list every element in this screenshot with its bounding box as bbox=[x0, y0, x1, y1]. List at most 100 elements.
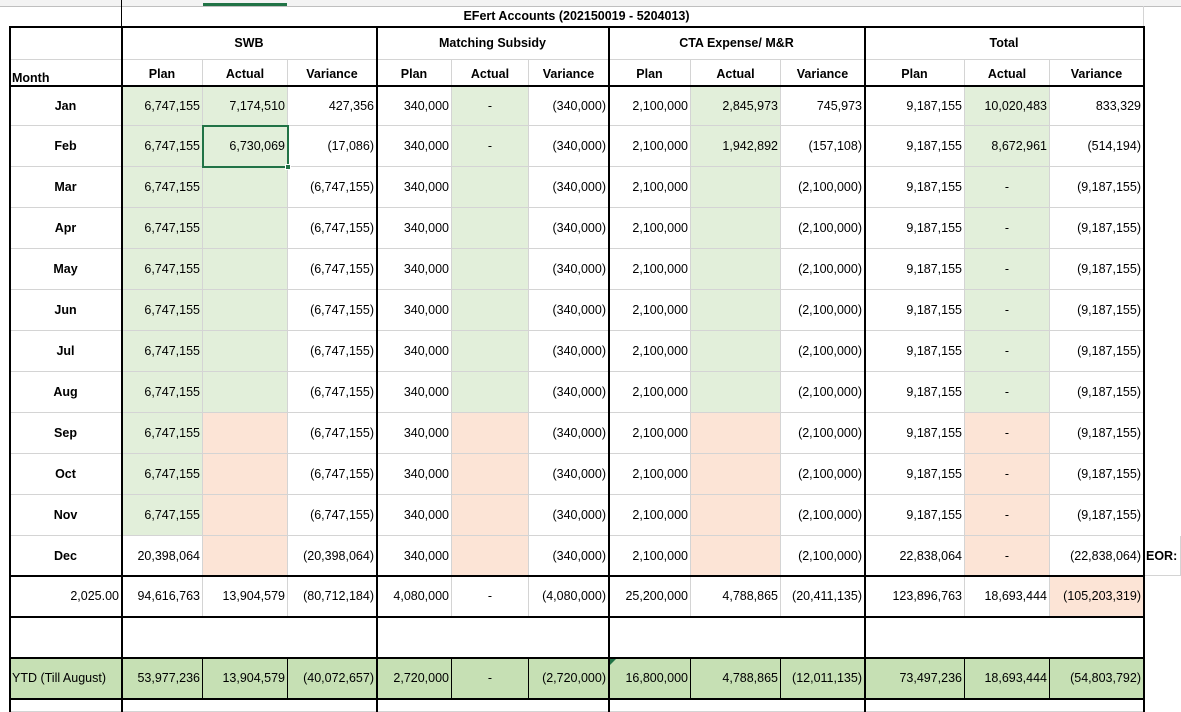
cell-mar-cta-expense-plan[interactable]: 2,100,000 bbox=[609, 167, 691, 208]
cell-feb-total-plan[interactable]: 9,187,155 bbox=[865, 126, 965, 167]
ytd-total-actual[interactable]: 18,693,444 bbox=[965, 658, 1050, 699]
month-label-jul[interactable]: Jul bbox=[10, 331, 122, 372]
month-header[interactable]: Month bbox=[10, 60, 122, 86]
cell-nov-matching-subsidy-plan[interactable]: 340,000 bbox=[377, 495, 452, 536]
cell-jan-swb-plan[interactable]: 6,747,155 bbox=[122, 86, 203, 126]
month-label-oct[interactable]: Oct bbox=[10, 454, 122, 495]
cell-jan-swb-actual[interactable]: 7,174,510 bbox=[203, 86, 288, 126]
cell-sep-matching-subsidy-plan[interactable]: 340,000 bbox=[377, 413, 452, 454]
header-matching-subsidy-variance[interactable]: Variance bbox=[529, 60, 609, 86]
cell-oct-cta-expense-actual[interactable] bbox=[691, 454, 781, 495]
cell-dec-matching-subsidy-plan[interactable]: 340,000 bbox=[377, 536, 452, 576]
cell-feb-matching-subsidy-plan[interactable]: 340,000 bbox=[377, 126, 452, 167]
total-total-actual[interactable]: 18,693,444 bbox=[965, 576, 1050, 617]
ytd-swb-variance[interactable]: (40,072,657) bbox=[288, 658, 377, 699]
cell-apr-swb-variance[interactable]: (6,747,155) bbox=[288, 208, 377, 249]
total-total-plan[interactable]: 123,896,763 bbox=[865, 576, 965, 617]
cell-feb-cta-expense-variance[interactable]: (157,108) bbox=[781, 126, 865, 167]
cell-oct-swb-actual[interactable] bbox=[203, 454, 288, 495]
cell-jul-matching-subsidy-actual[interactable] bbox=[452, 331, 529, 372]
cell-feb-matching-subsidy-variance[interactable]: (340,000) bbox=[529, 126, 609, 167]
header-total-plan[interactable]: Plan bbox=[865, 60, 965, 86]
cell-sep-swb-actual[interactable] bbox=[203, 413, 288, 454]
cell-sep-matching-subsidy-actual[interactable] bbox=[452, 413, 529, 454]
group-header-swb[interactable]: SWB bbox=[122, 27, 377, 60]
month-label-may[interactable]: May bbox=[10, 249, 122, 290]
cell-dec-cta-expense-variance[interactable]: (2,100,000) bbox=[781, 536, 865, 576]
cell-may-matching-subsidy-plan[interactable]: 340,000 bbox=[377, 249, 452, 290]
cell-oct-total-variance[interactable]: (9,187,155) bbox=[1050, 454, 1144, 495]
blank-cell[interactable] bbox=[10, 27, 122, 60]
cell-mar-cta-expense-variance[interactable]: (2,100,000) bbox=[781, 167, 865, 208]
cell-aug-cta-expense-actual[interactable] bbox=[691, 372, 781, 413]
ytd-matching-subsidy-actual[interactable]: - bbox=[452, 658, 529, 699]
cell-jul-total-plan[interactable]: 9,187,155 bbox=[865, 331, 965, 372]
cell-jun-total-actual[interactable]: - bbox=[965, 290, 1050, 331]
header-swb-variance[interactable]: Variance bbox=[288, 60, 377, 86]
group-header-total[interactable]: Total bbox=[865, 27, 1144, 60]
fill-handle[interactable] bbox=[285, 164, 291, 170]
cell-sep-cta-expense-actual[interactable] bbox=[691, 413, 781, 454]
cell-jul-swb-actual[interactable] bbox=[203, 331, 288, 372]
cell-dec-swb-actual[interactable] bbox=[203, 536, 288, 576]
cell-mar-matching-subsidy-actual[interactable] bbox=[452, 167, 529, 208]
cell-feb-total-actual[interactable]: 8,672,961 bbox=[965, 126, 1050, 167]
cell-jun-matching-subsidy-variance[interactable]: (340,000) bbox=[529, 290, 609, 331]
total-cta-expense-variance[interactable]: (20,411,135) bbox=[781, 576, 865, 617]
cell-nov-total-actual[interactable]: - bbox=[965, 495, 1050, 536]
cell-mar-swb-actual[interactable] bbox=[203, 167, 288, 208]
cell-jun-matching-subsidy-plan[interactable]: 340,000 bbox=[377, 290, 452, 331]
month-label-apr[interactable]: Apr bbox=[10, 208, 122, 249]
month-label-jun[interactable]: Jun bbox=[10, 290, 122, 331]
blank-cell[interactable] bbox=[377, 617, 609, 658]
cell-jul-matching-subsidy-variance[interactable]: (340,000) bbox=[529, 331, 609, 372]
cell-jun-swb-variance[interactable]: (6,747,155) bbox=[288, 290, 377, 331]
cell-may-matching-subsidy-actual[interactable] bbox=[452, 249, 529, 290]
cell-aug-swb-plan[interactable]: 6,747,155 bbox=[122, 372, 203, 413]
cell-feb-total-variance[interactable]: (514,194) bbox=[1050, 126, 1144, 167]
month-label-jan[interactable]: Jan bbox=[10, 86, 122, 126]
ytd-matching-subsidy-plan[interactable]: 2,720,000 bbox=[377, 658, 452, 699]
cell-jan-matching-subsidy-actual[interactable]: - bbox=[452, 86, 529, 126]
total-cta-expense-plan[interactable]: 25,200,000 bbox=[609, 576, 691, 617]
cell-sep-total-variance[interactable]: (9,187,155) bbox=[1050, 413, 1144, 454]
cell-nov-cta-expense-actual[interactable] bbox=[691, 495, 781, 536]
cell-mar-total-variance[interactable]: (9,187,155) bbox=[1050, 167, 1144, 208]
cell-aug-matching-subsidy-plan[interactable]: 340,000 bbox=[377, 372, 452, 413]
group-header-matching-subsidy[interactable]: Matching Subsidy bbox=[377, 27, 609, 60]
cell-mar-swb-variance[interactable]: (6,747,155) bbox=[288, 167, 377, 208]
cell-may-total-actual[interactable]: - bbox=[965, 249, 1050, 290]
cell-jun-cta-expense-variance[interactable]: (2,100,000) bbox=[781, 290, 865, 331]
cell-may-total-variance[interactable]: (9,187,155) bbox=[1050, 249, 1144, 290]
ytd-cta-expense-actual[interactable]: 4,788,865 bbox=[691, 658, 781, 699]
cell-apr-swb-plan[interactable]: 6,747,155 bbox=[122, 208, 203, 249]
month-label-mar[interactable]: Mar bbox=[10, 167, 122, 208]
cell-feb-matching-subsidy-actual[interactable]: - bbox=[452, 126, 529, 167]
total-matching-subsidy-plan[interactable]: 4,080,000 bbox=[377, 576, 452, 617]
cell-jan-cta-expense-variance[interactable]: 745,973 bbox=[781, 86, 865, 126]
cell-nov-matching-subsidy-variance[interactable]: (340,000) bbox=[529, 495, 609, 536]
cell-nov-matching-subsidy-actual[interactable] bbox=[452, 495, 529, 536]
total-row-label[interactable]: 2,025.00 bbox=[10, 576, 122, 617]
cell-aug-matching-subsidy-variance[interactable]: (340,000) bbox=[529, 372, 609, 413]
cell-sep-cta-expense-variance[interactable]: (2,100,000) bbox=[781, 413, 865, 454]
blank-cell[interactable] bbox=[609, 617, 865, 658]
cell-dec-total-variance[interactable]: (22,838,064) bbox=[1050, 536, 1144, 576]
column-header-strip[interactable] bbox=[0, 0, 1181, 7]
cell-may-matching-subsidy-variance[interactable]: (340,000) bbox=[529, 249, 609, 290]
cell-dec-total-actual[interactable]: - bbox=[965, 536, 1050, 576]
cell-may-total-plan[interactable]: 9,187,155 bbox=[865, 249, 965, 290]
total-cta-expense-actual[interactable]: 4,788,865 bbox=[691, 576, 781, 617]
cell-apr-swb-actual[interactable] bbox=[203, 208, 288, 249]
cell-oct-matching-subsidy-plan[interactable]: 340,000 bbox=[377, 454, 452, 495]
total-swb-plan[interactable]: 94,616,763 bbox=[122, 576, 203, 617]
cell-jan-cta-expense-actual[interactable]: 2,845,973 bbox=[691, 86, 781, 126]
ytd-total-variance[interactable]: (54,803,792) bbox=[1050, 658, 1144, 699]
cell-jul-cta-expense-plan[interactable]: 2,100,000 bbox=[609, 331, 691, 372]
cell-jul-matching-subsidy-plan[interactable]: 340,000 bbox=[377, 331, 452, 372]
cell-apr-total-variance[interactable]: (9,187,155) bbox=[1050, 208, 1144, 249]
blank-cell[interactable] bbox=[865, 617, 1144, 658]
header-cta-expense-actual[interactable]: Actual bbox=[691, 60, 781, 86]
blank-cell[interactable] bbox=[10, 699, 1144, 712]
